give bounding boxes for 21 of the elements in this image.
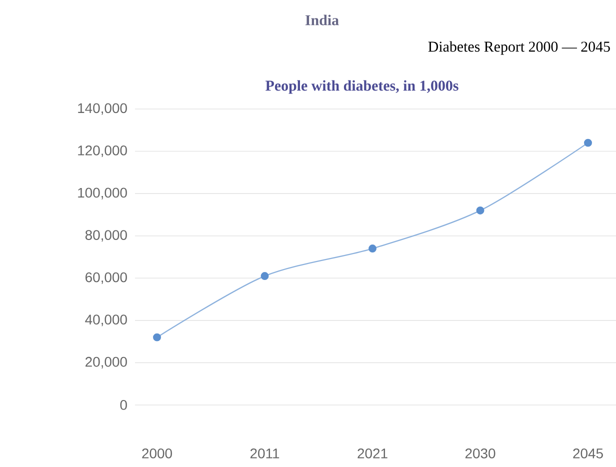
x-tick-label: 2000 [142, 448, 172, 458]
y-tick-label: 20,000 [86, 356, 127, 368]
y-tick-label: 80,000 [85, 230, 127, 242]
point [153, 333, 161, 342]
x-tick-label: 2021 [358, 448, 388, 458]
point [368, 244, 376, 253]
x-tick-label: 2045 [573, 448, 603, 458]
chart-title: India [305, 14, 339, 26]
point [584, 138, 592, 147]
y-tick-label: 0 [120, 400, 127, 410]
x-tick-label: 2011 [250, 448, 280, 458]
text: People with diabetes, in 1,000s [266, 80, 458, 94]
y-tick-label: 60,000 [86, 272, 127, 284]
chart-subtitle: Diabetes Report 2000 — 2045 [428, 41, 610, 55]
point [476, 206, 484, 214]
y-tick-label: 140,000 [78, 103, 127, 115]
y-tick-label: 40,000 [85, 314, 127, 326]
y-tick-label: 100,000 [78, 188, 127, 200]
x-tick-label: 2030 [465, 448, 496, 458]
point [260, 272, 269, 280]
y-tick-label: 120,000 [78, 146, 127, 158]
